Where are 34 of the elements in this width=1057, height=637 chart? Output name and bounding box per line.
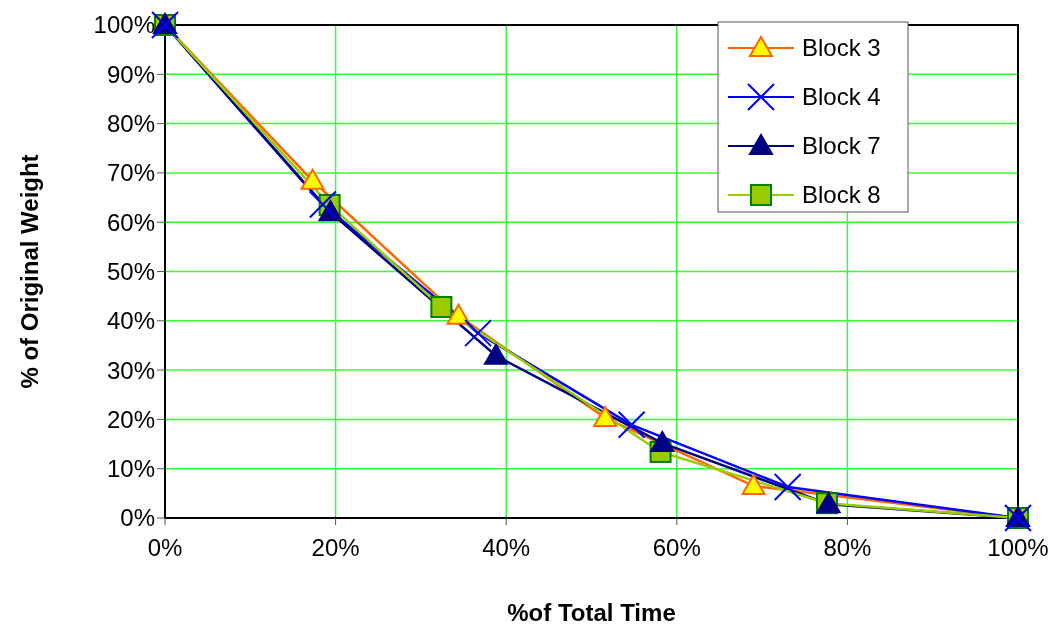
point (483, 343, 508, 365)
x-tick-label: 100% (987, 534, 1049, 561)
y-tick-label: 50% (106, 257, 155, 285)
x-tick-label: 0% (147, 534, 183, 561)
y-axis-title: % of Original Weight (16, 154, 43, 389)
point (300, 168, 325, 190)
y-tick-label: 100% (93, 11, 155, 39)
point (593, 405, 618, 427)
y-tick-label: 20% (106, 405, 155, 433)
y-tick-label: 60% (106, 208, 155, 236)
x-axis-title: %of Total Time (507, 599, 676, 626)
y-tick-label: 10% (106, 455, 155, 483)
legend-label: Block 8 (802, 181, 881, 209)
y-tick-label: 40% (106, 307, 155, 335)
y-tick-label: 30% (106, 356, 155, 384)
point (741, 473, 766, 495)
point (308, 190, 337, 219)
point (464, 319, 493, 348)
x-tick-label: 20% (311, 534, 360, 561)
point (650, 431, 675, 453)
point (446, 303, 471, 325)
point (617, 410, 646, 439)
x-tick-label: 60% (652, 534, 701, 561)
point (430, 296, 453, 318)
legend-label: Block 7 (802, 132, 881, 160)
x-tick-label: 40% (482, 534, 531, 561)
legend-label: Block 4 (802, 83, 881, 111)
y-tick-label: 80% (106, 110, 155, 137)
y-tick-label: 0% (120, 504, 155, 532)
legend-label: Block 3 (802, 34, 881, 62)
point (773, 472, 802, 501)
y-tick-label: 90% (106, 60, 155, 88)
x-tick-label: 80% (823, 534, 872, 561)
y-tick-label: 70% (106, 159, 155, 187)
